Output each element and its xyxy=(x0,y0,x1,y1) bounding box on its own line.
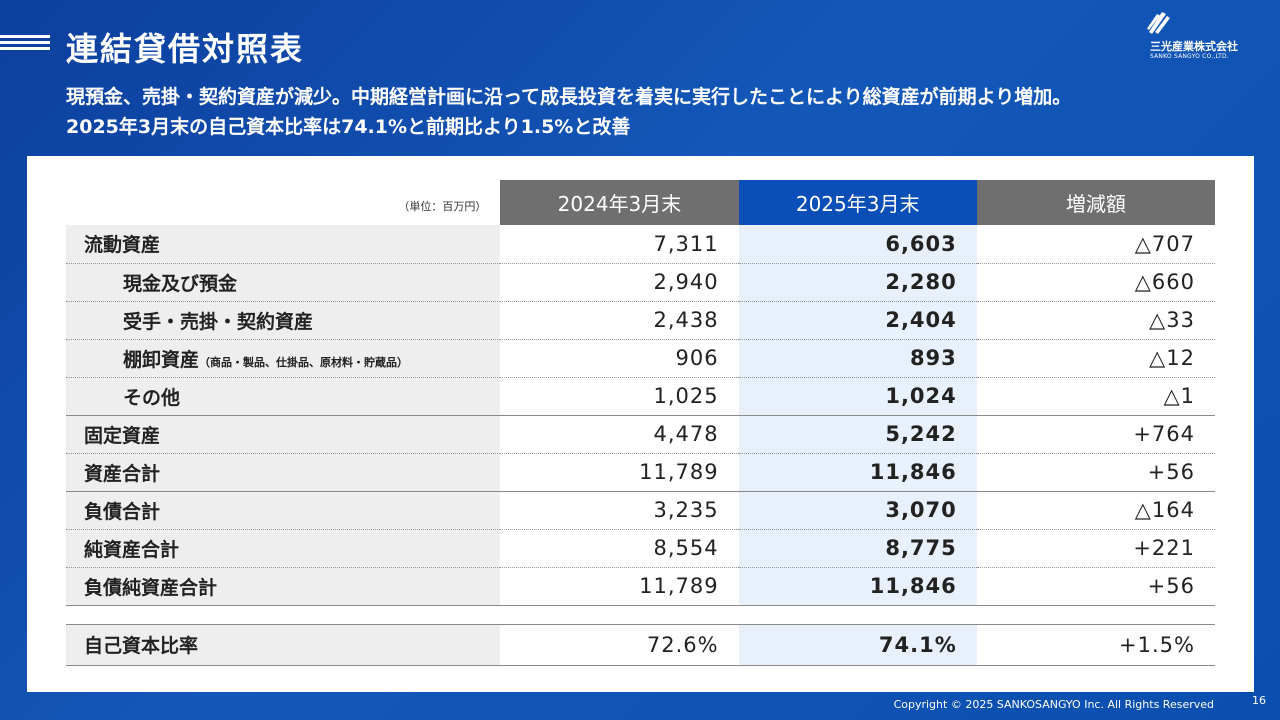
row-label: 棚卸資産 xyxy=(123,348,200,371)
value-diff: △707 xyxy=(976,225,1215,264)
summary-line-1: 現預金、売掛・契約資産が減少。中期経営計画に沿って成長投資を着実に実行したことに… xyxy=(66,86,1072,108)
summary-text: 現預金、売掛・契約資産が減少。中期経営計画に沿って成長投資を着実に実行したことに… xyxy=(66,82,1266,142)
summary-line-2: 2025年3月末の自己資本比率は74.1%と前期比より1.5%と改善 xyxy=(66,116,631,138)
value-2025: 11,846 xyxy=(738,453,977,492)
page-number: 16 xyxy=(1252,694,1266,707)
company-logo: 三光産業株式会社 SANKO SANGYO CO.,LTD. xyxy=(1142,12,1252,76)
column-header-2025: 2025年3月末 xyxy=(738,180,977,225)
value-diff: △1 xyxy=(976,377,1215,416)
value-diff: △12 xyxy=(976,339,1215,378)
row-label: 現金及び預金 xyxy=(66,263,501,302)
value-2025: 1,024 xyxy=(738,377,977,416)
value-2025: 5,242 xyxy=(738,415,977,454)
value-2024: 72.6% xyxy=(500,624,739,666)
table-row: 流動資産 7,311 6,603 △707 xyxy=(66,225,1215,264)
table-row: 資産合計 11,789 11,846 +56 xyxy=(66,453,1215,492)
balance-sheet-card: （単位：百万円） 2024年3月末 2025年3月末 増減額 流動資産 7,31… xyxy=(27,156,1254,692)
value-2024: 1,025 xyxy=(500,377,739,416)
spacer-cell xyxy=(66,605,1215,625)
table-row: 受手・売掛・契約資産 2,438 2,404 △33 xyxy=(66,301,1215,340)
row-label-group: 棚卸資産（商品・製品、仕掛品、原材料・貯蔵品） xyxy=(66,339,501,378)
value-diff: △33 xyxy=(976,301,1215,340)
logo-mark-icon xyxy=(1147,12,1170,34)
value-2025: 2,404 xyxy=(738,301,977,340)
value-2024: 11,789 xyxy=(500,453,739,492)
value-2024: 8,554 xyxy=(500,529,739,568)
equity-ratio-row: 自己資本比率 72.6% 74.1% +1.5% xyxy=(66,624,1215,666)
value-2025: 2,280 xyxy=(738,263,977,302)
value-2024: 2,940 xyxy=(500,263,739,302)
table-row: 固定資産 4,478 5,242 +764 xyxy=(66,415,1215,454)
value-2024: 11,789 xyxy=(500,567,739,606)
value-diff: +764 xyxy=(976,415,1215,454)
row-label: 資産合計 xyxy=(66,453,501,492)
table-row: 棚卸資産（商品・製品、仕掛品、原材料・貯蔵品） 906 893 △12 xyxy=(66,339,1215,378)
table-spacer xyxy=(66,605,1215,625)
value-diff: +221 xyxy=(976,529,1215,568)
value-2024: 3,235 xyxy=(500,491,739,530)
row-label: 自己資本比率 xyxy=(66,624,501,666)
row-label: 負債合計 xyxy=(66,491,501,530)
row-label: その他 xyxy=(66,377,501,416)
row-label: 受手・売掛・契約資産 xyxy=(66,301,501,340)
value-diff: △660 xyxy=(976,263,1215,302)
value-2024: 2,438 xyxy=(500,301,739,340)
value-2025: 6,603 xyxy=(738,225,977,264)
value-2025: 11,846 xyxy=(738,567,977,606)
value-2025: 893 xyxy=(738,339,977,378)
table-row: 純資産合計 8,554 8,775 +221 xyxy=(66,529,1215,568)
row-label: 負債純資産合計 xyxy=(66,567,501,606)
value-diff: +1.5% xyxy=(976,624,1215,666)
logo-company-name-en: SANKO SANGYO CO.,LTD. xyxy=(1150,53,1229,60)
value-2024: 4,478 xyxy=(500,415,739,454)
copyright: Copyright © 2025 SANKOSANGYO Inc. All Ri… xyxy=(893,698,1214,711)
row-label: 流動資産 xyxy=(66,225,501,264)
row-label: 固定資産 xyxy=(66,415,501,454)
balance-sheet-table: （単位：百万円） 2024年3月末 2025年3月末 増減額 流動資産 7,31… xyxy=(66,180,1215,666)
logo-company-name: 三光産業株式会社 xyxy=(1150,40,1238,53)
value-diff: +56 xyxy=(976,453,1215,492)
row-label: 純資産合計 xyxy=(66,529,501,568)
table-row: 負債純資産合計 11,789 11,846 +56 xyxy=(66,567,1215,606)
table-row: 負債合計 3,235 3,070 △164 xyxy=(66,491,1215,530)
value-diff: +56 xyxy=(976,567,1215,606)
value-2025: 8,775 xyxy=(738,529,977,568)
table-row: その他 1,025 1,024 △1 xyxy=(66,377,1215,416)
column-header-diff: 増減額 xyxy=(976,180,1215,225)
value-2025: 74.1% xyxy=(738,624,977,666)
unit-label: （単位：百万円） xyxy=(66,180,501,225)
value-diff: △164 xyxy=(976,491,1215,530)
value-2024: 7,311 xyxy=(500,225,739,264)
row-label-note: （商品・製品、仕掛品、原材料・貯蔵品） xyxy=(199,355,409,369)
header-decoration xyxy=(0,35,50,51)
column-header-2024: 2024年3月末 xyxy=(500,180,739,225)
table-row: 現金及び預金 2,940 2,280 △660 xyxy=(66,263,1215,302)
value-2024: 906 xyxy=(500,339,739,378)
table-header-row: （単位：百万円） 2024年3月末 2025年3月末 増減額 xyxy=(66,180,1215,225)
value-2025: 3,070 xyxy=(738,491,977,530)
page-title: 連結貸借対照表 xyxy=(66,30,305,68)
